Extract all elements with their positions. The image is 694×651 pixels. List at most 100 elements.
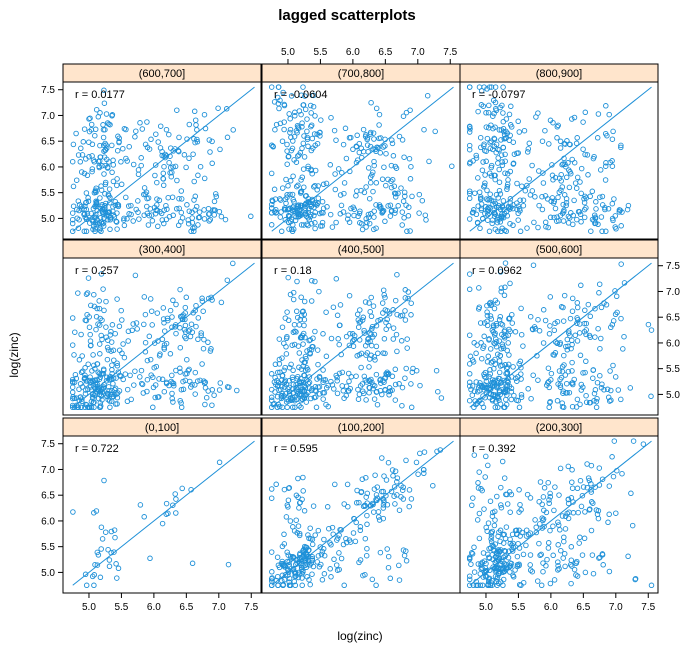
x-tick-label: 6.5 [378,47,392,58]
scatter-point [139,126,146,132]
scatter-point [571,114,578,121]
scatter-point [98,392,104,398]
scatter-point [630,438,637,444]
scatter-point [73,375,80,382]
scatter-point [588,489,595,495]
scatter-point [487,170,493,176]
scatter-point [492,541,499,547]
scatter-point [417,450,423,457]
scatter-point [371,158,377,165]
scatter-point [320,331,326,337]
scatter-point [402,295,409,301]
scatter-point [291,321,298,328]
scatter-point [366,300,372,306]
scatter-point [376,111,383,118]
scatter-point [310,335,316,341]
scatter-point [576,321,583,327]
scatter-point [554,135,560,141]
scatter-point [83,291,90,297]
scatter-point [496,397,502,403]
scatter-point [122,371,129,377]
scatter-point [469,392,476,398]
scatter-point [569,295,576,302]
scatter-point [403,365,409,372]
scatter-point [476,510,483,517]
scatter-point [483,524,489,531]
scatter-point [590,570,597,577]
scatter-point [495,566,501,572]
scatter-point [497,269,504,275]
scatter-point [100,211,107,217]
scatter-point [199,298,206,304]
scatter-point [153,131,159,137]
scatter-point [545,540,552,546]
scatter-point [302,193,309,199]
scatter-point [513,531,520,538]
scatter-point [507,220,513,227]
scatter-point [356,210,363,217]
scatter-point [391,183,398,189]
scatter-point [570,221,576,228]
scatter-point [478,566,484,572]
scatter-point [290,381,297,388]
scatter-point [538,551,544,558]
scatter-point [314,559,321,565]
scatter-point [484,135,491,142]
scatter-point [600,562,606,568]
scatter-point [295,475,301,482]
scatter-point [330,531,336,537]
scatter-point [201,336,207,343]
scatter-point [555,559,561,565]
scatter-point [328,378,334,385]
scatter-point [279,558,285,565]
scatter-point [114,226,120,232]
scatter-point [276,336,283,342]
scatter-point [475,561,482,567]
scatter-point [364,490,371,497]
scatter-point [548,377,554,383]
scatter-point [366,364,372,370]
scatter-point [312,209,318,216]
scatter-point [618,142,624,149]
scatter-point [408,312,414,318]
scatter-point [98,183,104,189]
scatter-point [609,200,616,207]
scatter-point [363,474,369,481]
scatter-point [596,482,603,488]
scatter-point [533,524,539,531]
scatter-point [101,87,107,94]
scatter-point [297,499,303,506]
scatter-point [288,93,295,99]
scatter-point [323,353,330,360]
scatter-point [100,126,107,133]
scatter-point [390,307,396,313]
scatter-point [583,320,590,327]
scatter-point [234,387,240,394]
scatter-point [336,532,342,538]
scatter-point [164,206,170,212]
scatter-point [396,507,403,513]
scatter-point [151,340,158,346]
scatter-point [367,129,374,136]
scatter-point [518,331,525,338]
scatter-point [296,152,302,158]
scatter-point [371,136,377,142]
scatter-point [377,150,384,156]
scatter-point [300,84,306,90]
scatter-point [275,369,281,376]
scatter-point [301,298,308,305]
scatter-point [304,544,310,551]
scatter-point [492,383,498,389]
scatter-point [104,120,111,126]
scatter-point [350,146,356,153]
scatter-point [565,496,572,502]
scatter-point [618,144,624,151]
scatter-point [389,373,396,380]
scatter-point [586,477,593,484]
scatter-point [125,338,131,344]
scatter-point [317,133,323,139]
scatter-point [595,325,601,332]
scatter-point [545,365,552,371]
scatter-point [489,220,495,227]
scatter-point [583,195,589,201]
